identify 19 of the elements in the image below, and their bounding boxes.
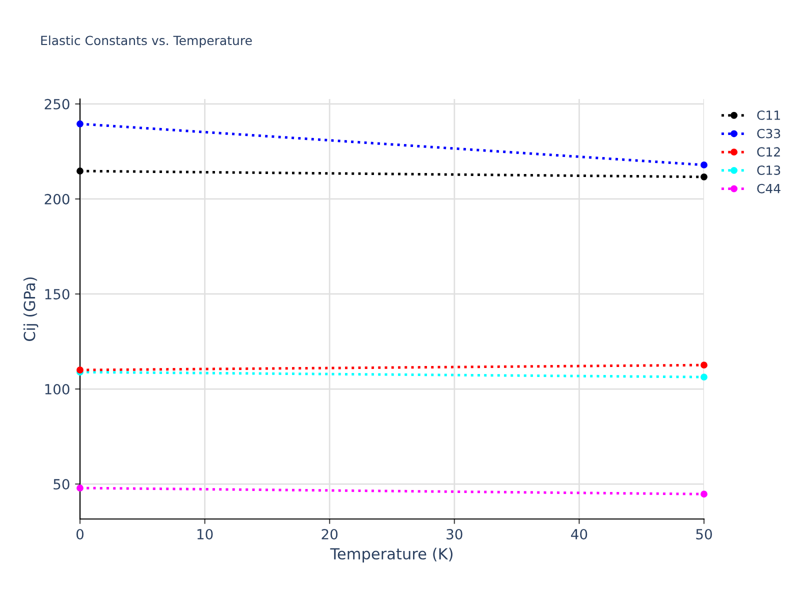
x-tick-label: 30 [446,528,462,540]
chart-title: Elastic Constants vs. Temperature [41,36,252,48]
x-axis-title: Temperature (K) [330,548,452,563]
legend-label: C11 [757,110,780,120]
legend-label: C33 [757,128,780,138]
y-tick-label: 100 [45,384,70,394]
legend-label: C44 [757,184,780,194]
y-tick-label: 50 [54,479,70,490]
x-tick-label: 20 [322,528,338,540]
y-tick-label: 150 [45,288,70,300]
x-tick-label: 10 [197,528,213,540]
x-tick-label: 50 [696,528,712,540]
y-axis-title: Cij (GPa) [23,277,38,341]
x-tick-label: 40 [571,528,588,540]
legend-label: C13 [757,166,780,175]
y-tick-label: 250 [44,98,70,110]
x-tick-label: 0 [76,528,84,540]
y-tick-label: 200 [44,194,70,204]
legend-label: C12 [757,147,780,157]
